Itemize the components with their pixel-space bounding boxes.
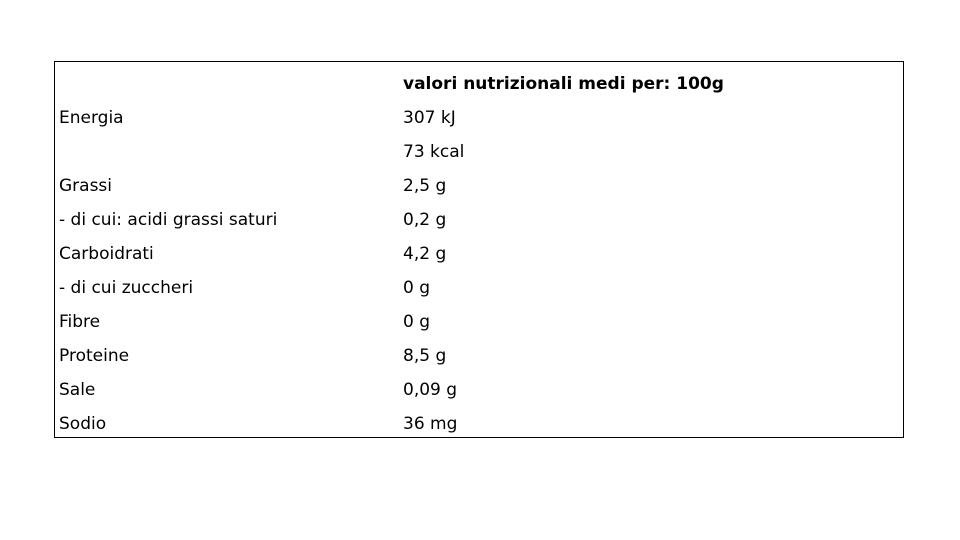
table-row: - di cui: acidi grassi saturi 0,2 g: [55, 203, 724, 237]
label-cell: Sale: [59, 380, 96, 400]
label-cell: Carboidrati: [59, 244, 154, 264]
label-cell: - di cui zuccheri: [59, 278, 194, 298]
label-cell: Fibre: [59, 312, 101, 332]
label-cell: Energia: [59, 108, 124, 128]
table: valori nutrizionali medi per: 100g Energi…: [55, 67, 724, 441]
table-row: Grassi 2,5 g: [55, 169, 724, 203]
header-row: valori nutrizionali medi per: 100g: [55, 67, 724, 101]
value-cell: 307 kJ: [403, 108, 456, 128]
header-cell: [55, 67, 399, 101]
value-cell: 2,5 g: [403, 176, 447, 196]
table-row: 73 kcal: [55, 135, 724, 169]
label-cell: Grassi: [59, 176, 113, 196]
table-row: Energia 307 kJ: [55, 101, 724, 135]
value-cell: 0,2 g: [403, 210, 447, 230]
value-cell: 36 mg: [403, 414, 458, 434]
value-cell: 0 g: [403, 278, 431, 298]
table-row: Sale 0,09 g: [55, 373, 724, 407]
label-cell: - di cui: acidi grassi saturi: [59, 210, 278, 230]
label-cell: [55, 135, 399, 169]
header-cell: valori nutrizionali medi per: 100g: [403, 74, 724, 94]
nutrition-table: valori nutrizionali medi per: 100g Energi…: [54, 61, 904, 438]
table-row: Fibre 0 g: [55, 305, 724, 339]
value-cell: 0,09 g: [403, 380, 458, 400]
table-row: Proteine 8,5 g: [55, 339, 724, 373]
value-cell: 4,2 g: [403, 244, 447, 264]
table-row: - di cui zuccheri 0 g: [55, 271, 724, 305]
value-cell: 0 g: [403, 312, 431, 332]
value-cell: 8,5 g: [403, 346, 447, 366]
label-cell: Proteine: [59, 346, 130, 366]
table-row: Carboidrati 4,2 g: [55, 237, 724, 271]
label-cell: Sodio: [59, 414, 107, 434]
value-cell: 73 kcal: [403, 142, 465, 162]
table-row: Sodio 36 mg: [55, 407, 724, 441]
